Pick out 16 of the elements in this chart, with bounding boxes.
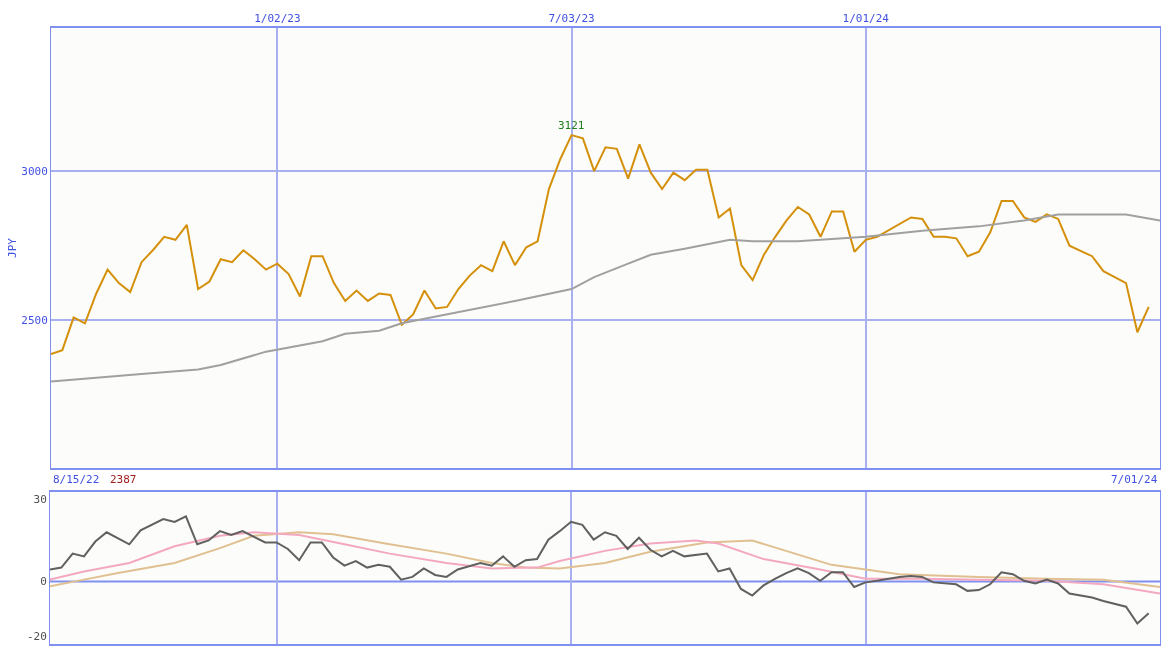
text: 8/15/22 — [53, 473, 100, 486]
y-tick-label: 3000 — [21, 165, 48, 179]
line-series — [51, 213, 1160, 383]
line-series — [50, 515, 1150, 625]
annotation: 3121 — [558, 119, 585, 132]
text: 7/01/24 — [1111, 473, 1158, 486]
y-tick-label: 2500 — [21, 314, 48, 328]
line-series — [51, 134, 1150, 356]
y-tick-label: 0 — [40, 575, 47, 589]
x-tick-label: 1/02/23 — [254, 11, 301, 25]
y-axis-title: JPY — [5, 237, 19, 258]
y-tick-label: -20 — [26, 630, 47, 644]
y-tick-label: 30 — [33, 493, 47, 507]
x-tick-label: 7/03/23 — [548, 11, 595, 25]
x-tick-label: 1/01/24 — [842, 11, 890, 25]
text: 2387 — [110, 473, 137, 486]
